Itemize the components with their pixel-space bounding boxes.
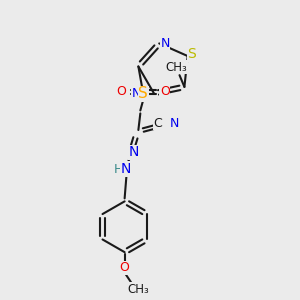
Text: H: H	[114, 163, 123, 176]
Text: S: S	[138, 86, 148, 101]
Text: C: C	[153, 117, 162, 130]
Text: C: C	[116, 87, 124, 100]
Text: N: N	[160, 37, 170, 50]
Text: O: O	[117, 85, 127, 98]
Text: CH₃: CH₃	[166, 61, 188, 74]
Text: N: N	[131, 87, 141, 100]
Text: N: N	[120, 162, 131, 176]
Text: O: O	[120, 261, 130, 274]
Text: S: S	[187, 47, 196, 61]
Text: O: O	[160, 85, 170, 98]
Text: CH₃: CH₃	[128, 283, 149, 296]
Text: N: N	[128, 146, 139, 160]
Text: N: N	[170, 117, 179, 130]
